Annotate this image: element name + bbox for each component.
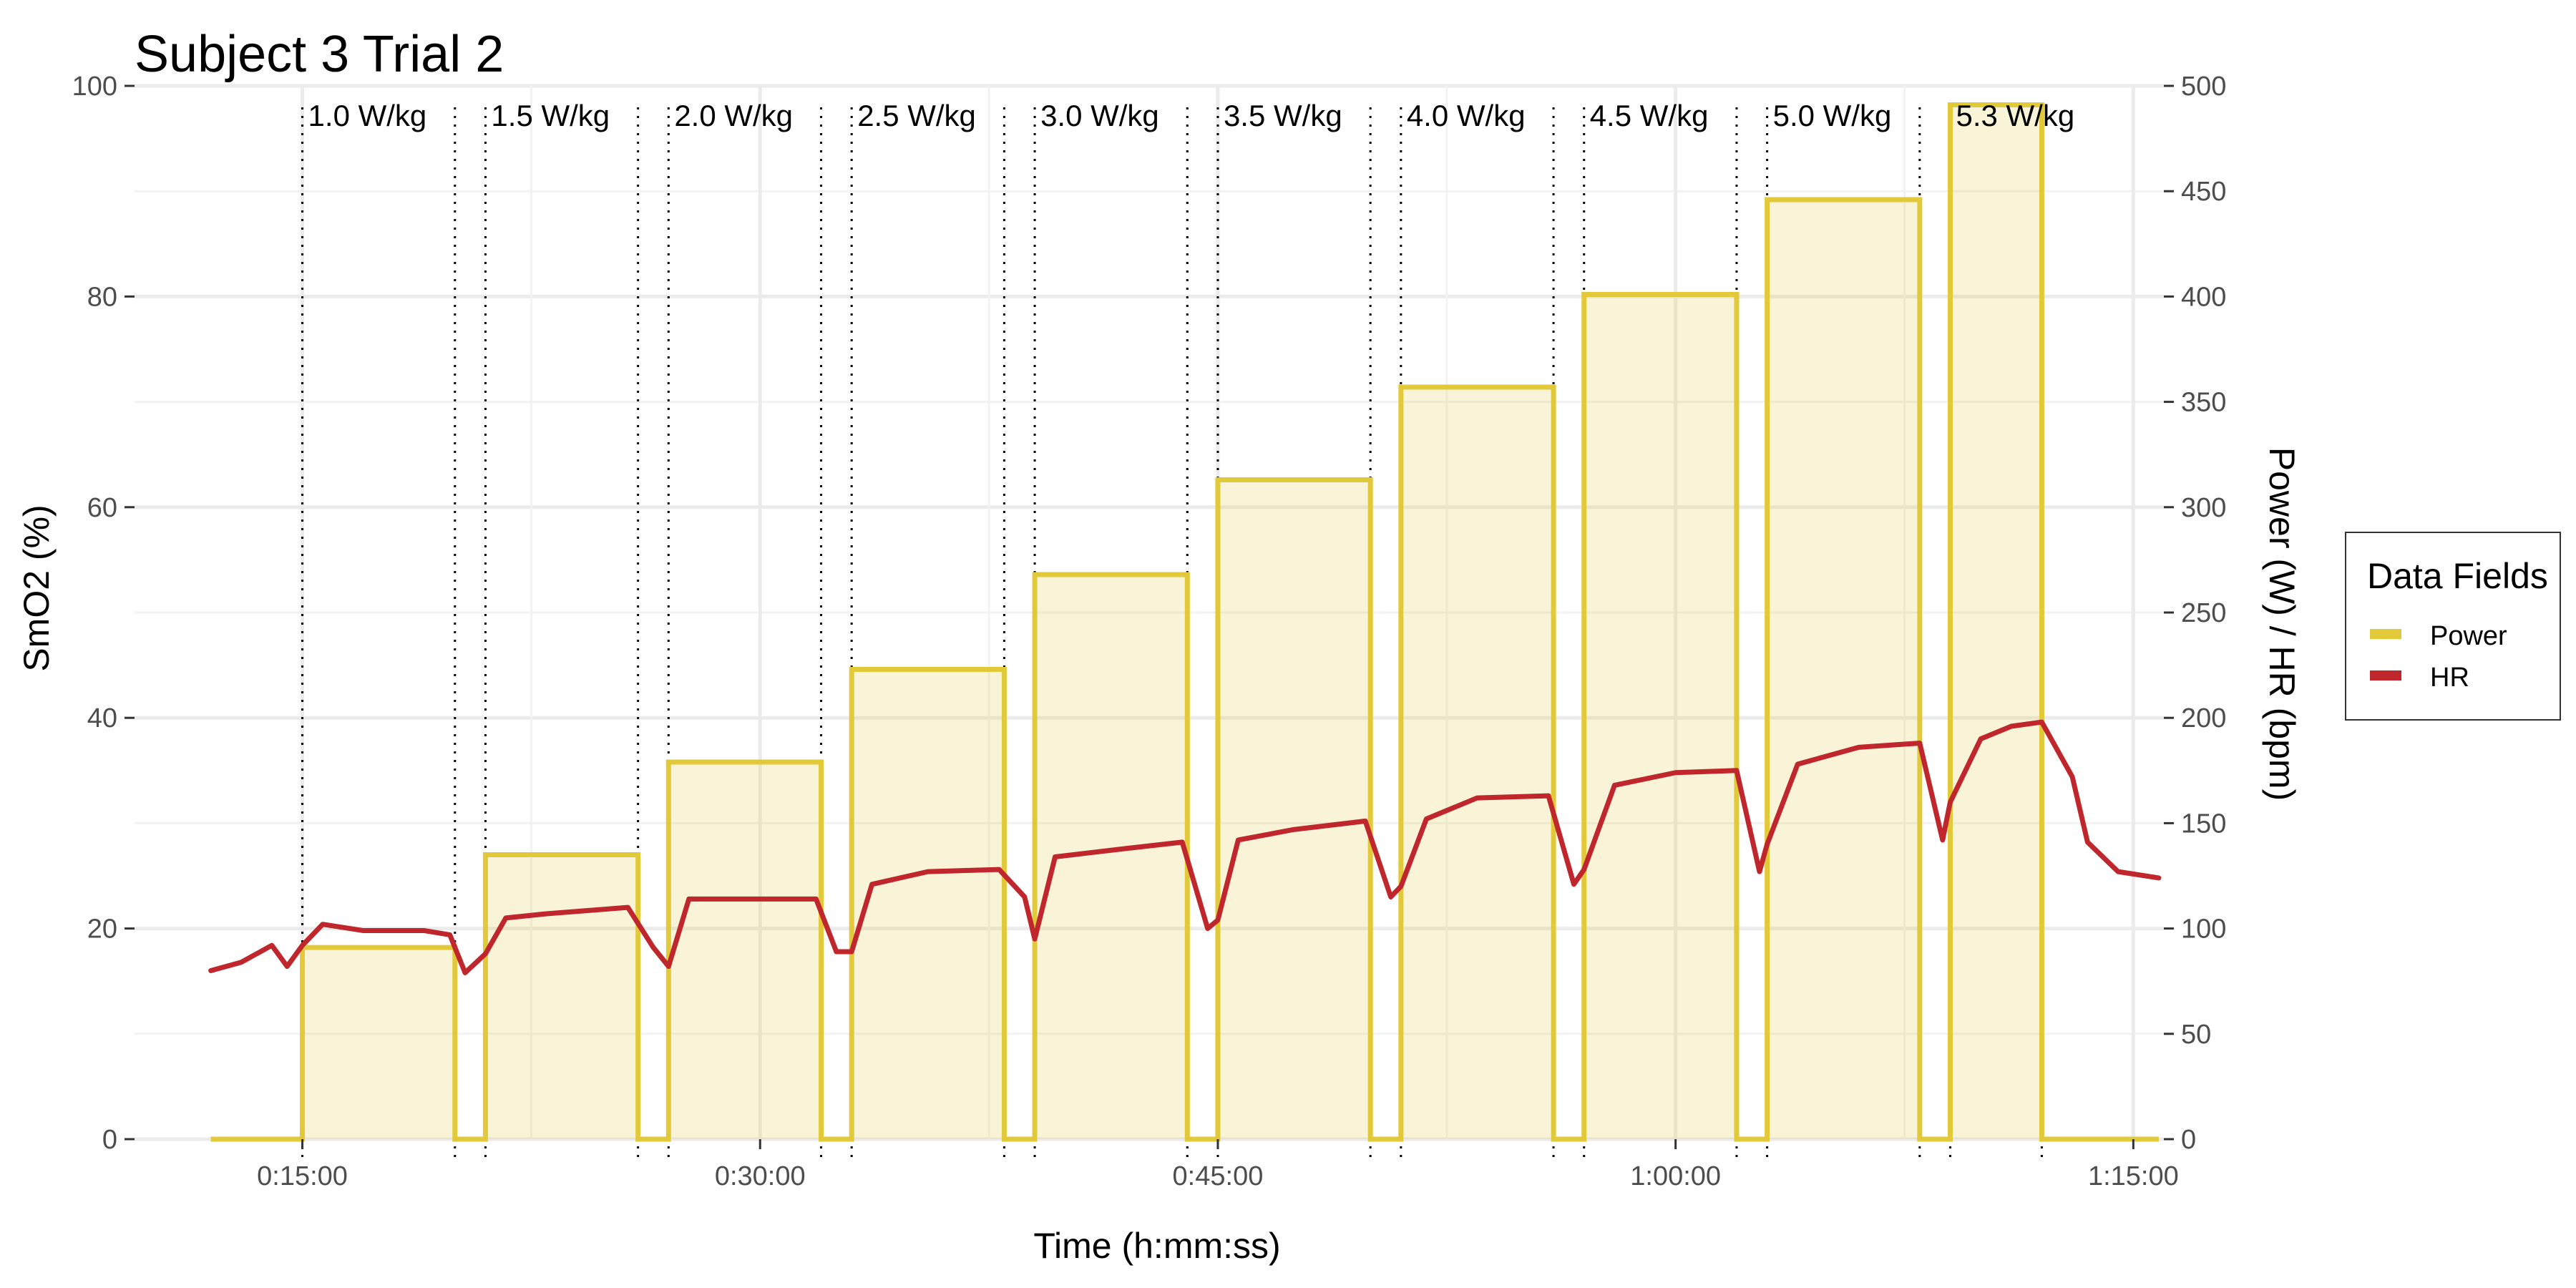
x-axis: 0:15:00 0:30:00 0:45:00 1:00:00 1:15:00 bbox=[257, 1139, 2179, 1191]
stage-label: 3.5 W/kg bbox=[1224, 99, 1342, 132]
right-tick-label: 200 bbox=[2181, 703, 2226, 733]
legend-box bbox=[2345, 532, 2561, 721]
legend-title: Data Fields bbox=[2367, 556, 2548, 596]
power-area bbox=[210, 104, 2159, 1140]
x-tick-label: 0:15:00 bbox=[257, 1161, 348, 1191]
right-tick-label: 500 bbox=[2181, 72, 2226, 102]
x-tick-label: 1:00:00 bbox=[1630, 1161, 1721, 1191]
chart-title: Subject 3 Trial 2 bbox=[135, 26, 504, 83]
power-line bbox=[210, 102, 2159, 1142]
x-tick-label: 0:30:00 bbox=[715, 1161, 806, 1191]
legend-swatch-hr bbox=[2370, 670, 2401, 680]
right-tick-label: 100 bbox=[2181, 914, 2226, 945]
stage-label: 4.0 W/kg bbox=[1407, 99, 1526, 132]
left-tick-label: 0 bbox=[102, 1125, 117, 1155]
stage-label: 1.0 W/kg bbox=[308, 99, 427, 132]
right-tick-label: 300 bbox=[2181, 493, 2226, 523]
right-tick-label: 350 bbox=[2181, 388, 2226, 418]
legend-swatch-power bbox=[2370, 629, 2401, 639]
left-tick-label: 80 bbox=[87, 282, 117, 312]
right-tick-label: 450 bbox=[2181, 177, 2226, 207]
grid bbox=[135, 84, 2164, 1141]
stage-label: 2.5 W/kg bbox=[857, 99, 976, 132]
left-tick-label: 60 bbox=[87, 493, 117, 523]
right-tick-label: 150 bbox=[2181, 809, 2226, 839]
stage-label: 5.0 W/kg bbox=[1773, 99, 1892, 132]
legend-label-power: Power bbox=[2430, 621, 2507, 651]
left-tick-label: 40 bbox=[87, 703, 117, 733]
stage-label: 2.0 W/kg bbox=[674, 99, 793, 132]
right-tick-label: 250 bbox=[2181, 598, 2226, 628]
stage-label: 1.5 W/kg bbox=[491, 99, 610, 132]
stage-labels: 1.0 W/kg 1.5 W/kg 2.0 W/kg 2.5 W/kg 3.0 W/kg… bbox=[308, 99, 2075, 132]
power-area-fill bbox=[210, 104, 2159, 1140]
hr-line bbox=[208, 719, 2162, 975]
right-tick-label: 50 bbox=[2181, 1020, 2211, 1050]
stage-label: 5.3 W/kg bbox=[1956, 99, 2074, 132]
x-tick-label: 1:15:00 bbox=[2088, 1161, 2179, 1191]
series bbox=[208, 102, 2162, 1142]
right-tick-label: 400 bbox=[2181, 282, 2226, 312]
legend-label-hr: HR bbox=[2430, 663, 2469, 693]
left-tick-label: 20 bbox=[87, 914, 117, 945]
stage-label: 4.5 W/kg bbox=[1590, 99, 1709, 132]
x-axis-title: Time (h:mm:ss) bbox=[1033, 1226, 1280, 1266]
x-tick-label: 0:45:00 bbox=[1173, 1161, 1264, 1191]
left-y-axis-title: SmO2 (%) bbox=[16, 504, 57, 671]
right-y-axis: 0 50 100 150 200 250 300 350 400 450 500 bbox=[2164, 72, 2226, 1155]
right-tick-label: 0 bbox=[2181, 1125, 2196, 1155]
legend: Data Fields Power HR bbox=[2345, 532, 2561, 721]
left-y-axis: 0 20 40 60 80 100 bbox=[72, 72, 135, 1155]
right-y-axis-title: Power (W) / HR (bpm) bbox=[2262, 447, 2302, 801]
stage-label: 3.0 W/kg bbox=[1040, 99, 1159, 132]
left-tick-label: 100 bbox=[72, 72, 117, 102]
